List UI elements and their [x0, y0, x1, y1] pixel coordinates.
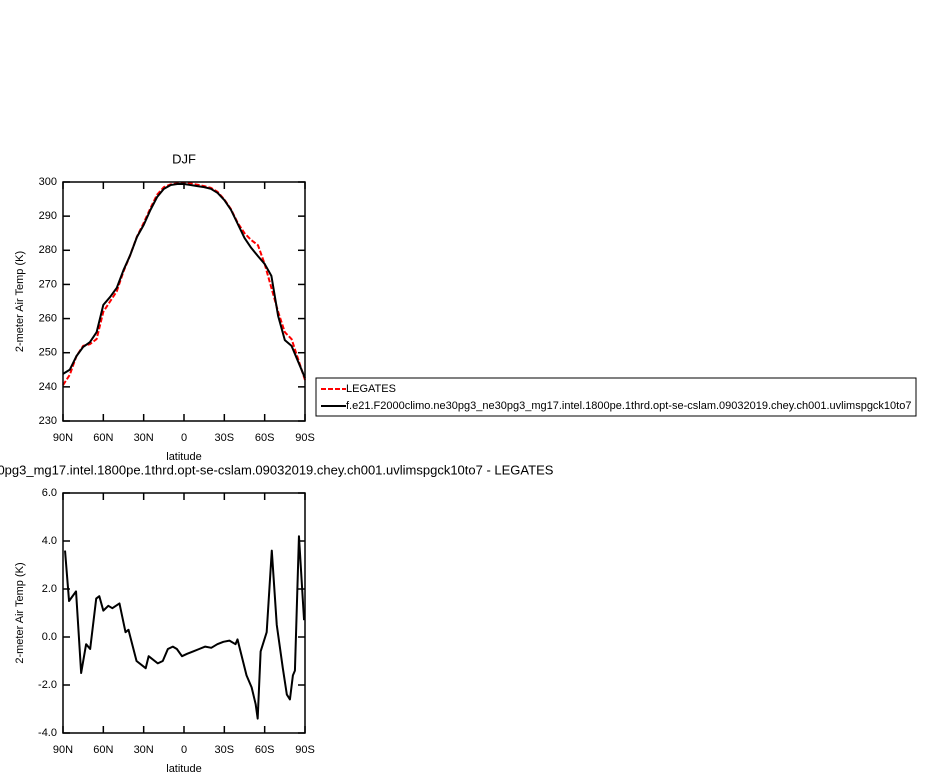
x-axis-label: latitude: [166, 451, 201, 463]
x-tick-label: 30S: [215, 432, 235, 444]
y-tick-label: 4.0: [42, 535, 57, 547]
x-tick-label: 90S: [295, 744, 315, 756]
x-tick-label: 60S: [255, 744, 275, 756]
y-tick-label: 260: [39, 312, 57, 324]
x-tick-label: 60N: [93, 432, 113, 444]
y-tick-label: -2.0: [38, 679, 57, 691]
plot-frame: [62, 181, 306, 422]
chart-title: f.e21.F2000climo.ne30pg3_ne30pg3_mg17.in…: [0, 462, 554, 477]
chart-title: DJF: [172, 151, 196, 166]
y-tick-label: -4.0: [38, 727, 57, 739]
x-tick-label: 0: [181, 432, 187, 444]
y-axis-label: 2-meter Air Temp (K): [14, 562, 26, 663]
x-axis-label: latitude: [166, 763, 201, 775]
y-tick-label: 2.0: [42, 583, 57, 595]
y-tick-label: 250: [39, 347, 57, 359]
plot-frame: [62, 492, 306, 734]
legend-label: f.e21.F2000climo.ne30pg3_ne30pg3_mg17.in…: [346, 400, 911, 412]
y-tick-label: 280: [39, 244, 57, 256]
y-tick-label: 300: [39, 176, 57, 188]
y-tick-label: 0.0: [42, 631, 57, 643]
x-tick-label: 60S: [255, 432, 275, 444]
x-tick-label: 60N: [93, 744, 113, 756]
y-tick-label: 290: [39, 210, 57, 222]
x-tick-label: 90S: [295, 432, 315, 444]
y-tick-label: 270: [39, 278, 57, 290]
y-tick-label: 6.0: [42, 487, 57, 499]
y-tick-label: 240: [39, 381, 57, 393]
data-line: [62, 183, 306, 379]
legend-box: [315, 377, 917, 417]
x-tick-label: 90N: [53, 744, 73, 756]
data-line: [62, 181, 306, 386]
x-tick-label: 30N: [134, 744, 154, 756]
x-tick-label: 30N: [134, 432, 154, 444]
x-tick-label: 30S: [215, 744, 235, 756]
y-axis-label: 2-meter Air Temp (K): [14, 251, 26, 352]
x-tick-label: 0: [181, 744, 187, 756]
x-tick-label: 90N: [53, 432, 73, 444]
y-tick-label: 230: [39, 415, 57, 427]
data-line: [64, 535, 306, 720]
legend-label: LEGATES: [346, 383, 396, 395]
